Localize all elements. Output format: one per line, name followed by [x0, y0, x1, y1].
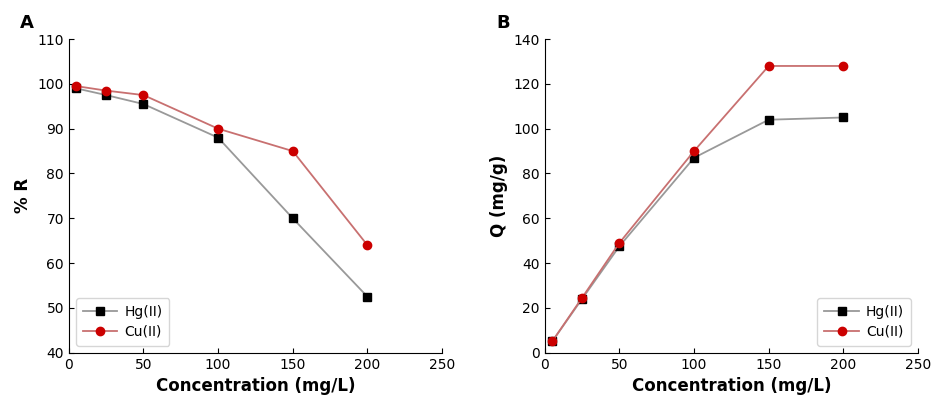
Y-axis label: Q (mg/g): Q (mg/g)	[489, 155, 507, 237]
Hg(II)	[138, 101, 149, 106]
X-axis label: Concentration (mg/L): Concentration (mg/L)	[156, 377, 355, 395]
Line: Cu(II): Cu(II)	[548, 62, 847, 346]
Hg(II)	[287, 216, 298, 221]
Cu(II)	[362, 243, 373, 247]
Hg(II)	[212, 135, 224, 140]
Cu(II)	[687, 148, 699, 153]
Y-axis label: % R: % R	[14, 178, 32, 213]
Hg(II)	[576, 297, 587, 301]
Cu(II)	[287, 148, 298, 153]
Hg(II)	[613, 244, 624, 249]
Legend: Hg(II), Cu(II): Hg(II), Cu(II)	[817, 298, 910, 346]
Cu(II)	[613, 240, 624, 245]
Cu(II)	[762, 63, 773, 68]
Hg(II)	[71, 86, 82, 91]
Cu(II)	[836, 63, 848, 68]
Hg(II)	[362, 294, 373, 299]
Hg(II)	[762, 117, 773, 122]
X-axis label: Concentration (mg/L): Concentration (mg/L)	[631, 377, 830, 395]
Hg(II)	[836, 115, 848, 120]
Line: Hg(II): Hg(II)	[548, 113, 847, 346]
Hg(II)	[546, 339, 557, 344]
Text: B: B	[496, 14, 509, 32]
Cu(II)	[100, 88, 111, 93]
Text: A: A	[20, 14, 34, 32]
Line: Hg(II): Hg(II)	[72, 84, 371, 301]
Cu(II)	[212, 126, 224, 131]
Line: Cu(II): Cu(II)	[72, 82, 371, 249]
Cu(II)	[576, 295, 587, 300]
Cu(II)	[546, 339, 557, 344]
Hg(II)	[687, 155, 699, 160]
Legend: Hg(II), Cu(II): Hg(II), Cu(II)	[76, 298, 169, 346]
Cu(II)	[71, 84, 82, 89]
Hg(II)	[100, 92, 111, 97]
Cu(II)	[138, 92, 149, 97]
